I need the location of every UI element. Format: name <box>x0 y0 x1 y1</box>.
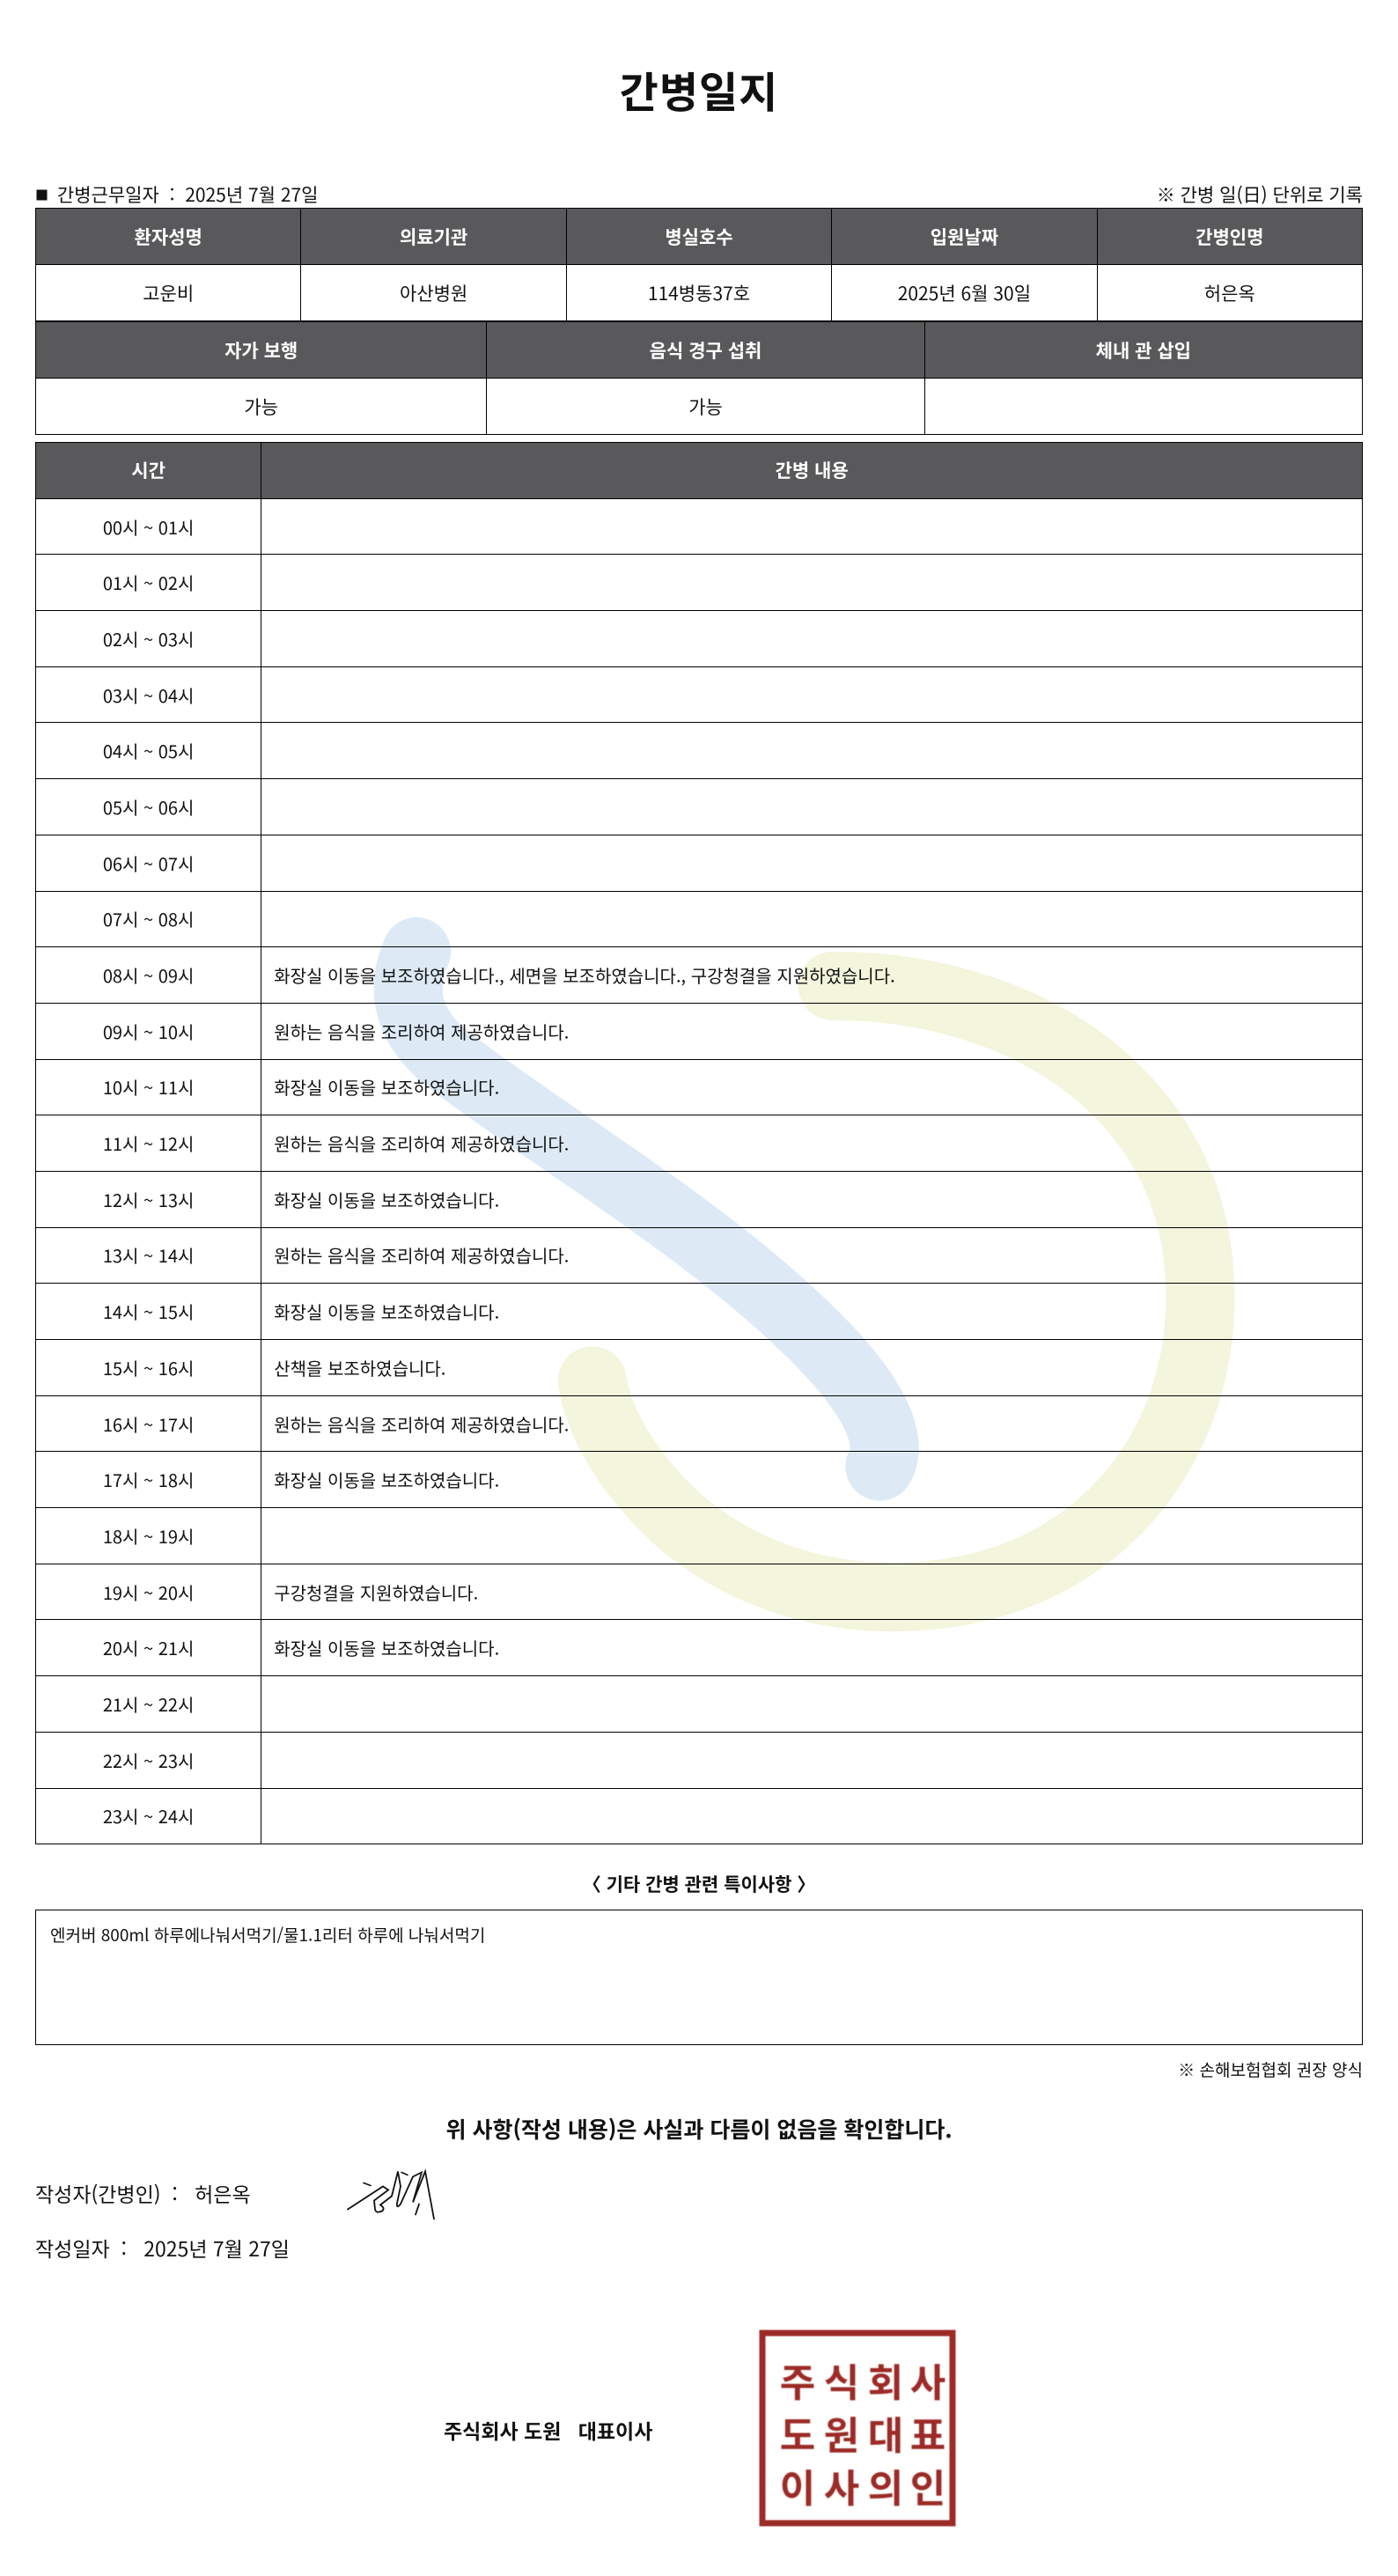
svg-text:사: 사 <box>824 2457 859 2513</box>
svg-text:회: 회 <box>868 2352 903 2408</box>
svg-text:의: 의 <box>868 2457 903 2513</box>
svg-text:인: 인 <box>910 2457 945 2513</box>
svg-text:사: 사 <box>910 2352 945 2408</box>
svg-text:도: 도 <box>780 2404 815 2461</box>
svg-text:원: 원 <box>824 2404 859 2461</box>
svg-text:주: 주 <box>780 2352 815 2408</box>
svg-text:이: 이 <box>780 2457 815 2513</box>
svg-text:대: 대 <box>868 2404 903 2461</box>
svg-text:식: 식 <box>824 2352 859 2408</box>
svg-text:표: 표 <box>910 2404 945 2461</box>
